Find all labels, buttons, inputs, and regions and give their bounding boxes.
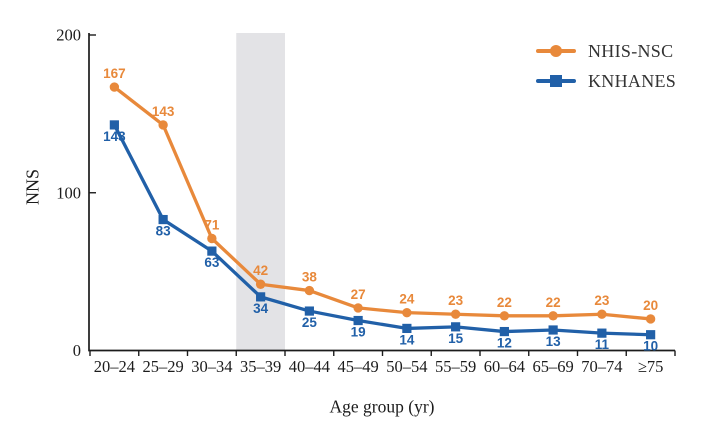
data-point-label: 167 bbox=[103, 66, 126, 81]
legend-item-nhis-nsc: NHIS-NSC bbox=[536, 36, 676, 66]
legend-label-knhanes: KNHANES bbox=[588, 70, 677, 91]
data-point-marker bbox=[646, 330, 656, 340]
data-point-marker bbox=[256, 292, 266, 302]
data-point-marker bbox=[499, 311, 510, 321]
blue-square-line-marker-icon bbox=[536, 74, 576, 88]
x-tick-label: 50–54 bbox=[386, 357, 427, 376]
data-point-label: 22 bbox=[546, 295, 561, 310]
x-tick-label: 30–34 bbox=[191, 357, 232, 376]
data-point-label: 24 bbox=[399, 292, 415, 307]
legend-square-marker-icon bbox=[550, 75, 562, 87]
data-point-marker bbox=[158, 120, 168, 130]
legend-circle-marker-icon bbox=[550, 45, 562, 57]
data-point-marker bbox=[207, 233, 217, 244]
x-tick-label: 55–59 bbox=[435, 357, 476, 376]
x-tick-label: 70–74 bbox=[581, 357, 622, 376]
data-point-marker bbox=[548, 325, 558, 335]
y-tick-label: 100 bbox=[56, 183, 81, 202]
legend-item-knhanes: KNHANES bbox=[536, 66, 676, 96]
data-point-label: 23 bbox=[594, 293, 610, 308]
x-axis-title: Age group (yr) bbox=[329, 396, 435, 417]
data-point-marker bbox=[597, 309, 607, 319]
x-tick-label: 45–49 bbox=[338, 357, 379, 376]
data-point-marker bbox=[353, 303, 363, 313]
data-point-marker bbox=[207, 246, 217, 256]
data-point-marker bbox=[304, 285, 315, 296]
data-point-label: 71 bbox=[204, 217, 220, 232]
data-point-marker bbox=[255, 279, 266, 289]
data-point-label: 15 bbox=[448, 331, 464, 346]
data-point-label: 25 bbox=[302, 315, 318, 330]
x-tick-label: 25–29 bbox=[143, 357, 184, 376]
data-point-marker bbox=[451, 322, 461, 332]
data-point-label: 20 bbox=[643, 298, 658, 313]
data-point-label: 83 bbox=[156, 224, 172, 239]
series-line-nhis-nsc bbox=[113, 85, 651, 321]
data-point-marker bbox=[158, 214, 168, 225]
data-point-label: 11 bbox=[595, 337, 610, 352]
y-tick-label: 0 bbox=[73, 341, 81, 360]
data-point-label: 42 bbox=[253, 263, 268, 278]
data-point-label: 63 bbox=[204, 255, 220, 270]
x-tick-label: 65–69 bbox=[533, 357, 574, 376]
legend-label-nhis-nsc: NHIS-NSC bbox=[588, 40, 674, 61]
data-point-marker bbox=[304, 306, 314, 316]
data-point-label: 10 bbox=[643, 339, 658, 354]
data-point-label: 34 bbox=[253, 301, 269, 316]
data-point-marker bbox=[548, 311, 558, 321]
data-point-label: 27 bbox=[351, 287, 366, 302]
data-point-marker bbox=[450, 309, 461, 319]
x-tick-label: 20–24 bbox=[94, 357, 135, 376]
data-point-marker bbox=[402, 307, 412, 318]
data-point-marker bbox=[597, 328, 607, 338]
x-tick-label: 40–44 bbox=[289, 357, 330, 376]
x-tick-label: 60–64 bbox=[484, 357, 525, 376]
x-tick-label: 35–39 bbox=[240, 357, 281, 376]
data-point-marker bbox=[402, 323, 412, 334]
x-tick-label: ≥75 bbox=[638, 357, 664, 376]
data-point-label: 143 bbox=[103, 129, 126, 144]
data-point-marker bbox=[499, 326, 509, 337]
data-point-marker bbox=[645, 314, 656, 324]
y-axis-title: NNS bbox=[22, 168, 43, 206]
legend: NHIS-NSC KNHANES bbox=[536, 36, 676, 96]
data-point-marker bbox=[109, 120, 119, 130]
y-tick-label: 200 bbox=[56, 26, 81, 45]
data-point-marker bbox=[109, 82, 120, 92]
data-point-label: 12 bbox=[497, 336, 512, 351]
data-point-label: 143 bbox=[152, 104, 175, 119]
data-point-label: 13 bbox=[546, 334, 562, 349]
data-point-label: 22 bbox=[497, 295, 512, 310]
orange-circle-line-marker-icon bbox=[536, 44, 576, 58]
data-point-marker bbox=[353, 315, 363, 326]
series-line-knhanes bbox=[112, 124, 651, 337]
data-point-label: 38 bbox=[302, 270, 318, 285]
data-point-label: 14 bbox=[399, 332, 415, 347]
data-point-label: 19 bbox=[351, 325, 366, 340]
data-point-label: 23 bbox=[448, 293, 464, 308]
